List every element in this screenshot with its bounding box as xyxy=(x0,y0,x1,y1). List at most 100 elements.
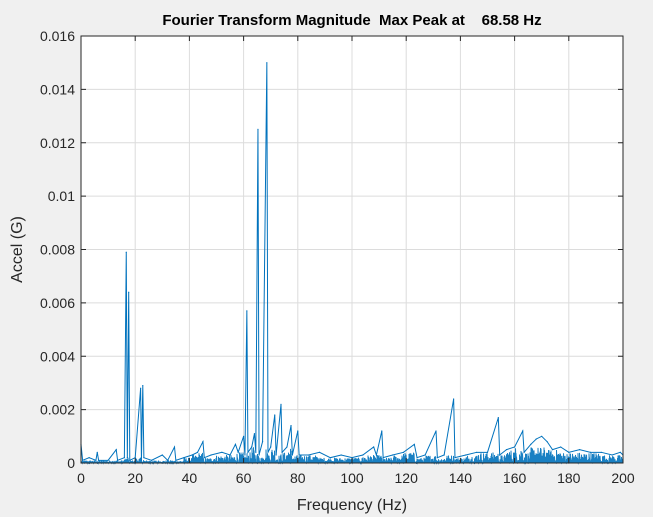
data-point xyxy=(258,454,260,456)
data-point xyxy=(497,417,499,419)
x-tick-label: 160 xyxy=(503,470,527,486)
data-point xyxy=(270,446,272,448)
data-point xyxy=(413,443,415,445)
y-axis-label: Accel (G) xyxy=(9,216,26,283)
data-point xyxy=(123,457,125,459)
data-point xyxy=(237,451,239,453)
data-point xyxy=(465,454,467,456)
data-point xyxy=(98,459,100,461)
data-point xyxy=(128,291,130,293)
data-point xyxy=(96,451,98,453)
data-point xyxy=(243,435,245,437)
x-tick-label: 20 xyxy=(127,470,143,486)
data-point xyxy=(443,454,445,456)
data-point xyxy=(247,451,249,453)
data-point xyxy=(435,430,437,432)
data-point xyxy=(424,454,426,456)
data-point xyxy=(530,443,532,445)
data-point xyxy=(541,435,543,437)
data-point xyxy=(129,459,131,461)
data-point xyxy=(486,451,489,453)
data-point xyxy=(126,457,128,459)
x-tick-label: 200 xyxy=(611,470,635,486)
data-point xyxy=(286,446,288,448)
data-point xyxy=(373,446,375,448)
data-point xyxy=(203,457,205,459)
data-points xyxy=(80,62,624,461)
data-point xyxy=(257,128,259,131)
data-point xyxy=(210,454,212,456)
data-point xyxy=(280,403,282,405)
data-point xyxy=(175,459,177,461)
y-tick-label: 0.014 xyxy=(40,81,75,97)
y-tick-label: 0.01 xyxy=(48,188,75,204)
data-point xyxy=(281,451,283,453)
data-point xyxy=(267,451,269,453)
data-point xyxy=(140,387,142,389)
data-point xyxy=(290,425,292,427)
x-tick-label: 180 xyxy=(557,470,581,486)
data-point xyxy=(88,457,90,459)
data-point xyxy=(318,451,321,453)
data-point xyxy=(308,454,310,456)
data-point xyxy=(579,449,581,451)
data-point xyxy=(142,385,144,387)
data-point xyxy=(453,398,455,400)
data-point xyxy=(251,446,253,448)
data-point xyxy=(161,454,163,456)
data-point xyxy=(221,451,223,453)
data-point xyxy=(523,451,525,453)
data-point xyxy=(246,310,248,312)
data-point xyxy=(546,441,548,443)
data-point xyxy=(234,443,237,445)
data-point xyxy=(476,451,478,453)
y-tick-label: 0 xyxy=(67,455,75,471)
data-point xyxy=(253,433,256,435)
y-tick-label: 0.006 xyxy=(40,295,75,311)
x-tick-label: 120 xyxy=(395,470,419,486)
data-point xyxy=(589,451,592,453)
x-tick-label: 140 xyxy=(449,470,473,486)
y-tick-label: 0.012 xyxy=(40,135,75,151)
data-point xyxy=(392,454,394,456)
data-point xyxy=(140,459,143,461)
data-point xyxy=(522,430,524,432)
data-point xyxy=(362,454,364,456)
data-point xyxy=(95,459,97,461)
data-point xyxy=(297,430,299,432)
x-tick-label: 80 xyxy=(290,470,306,486)
data-point xyxy=(183,457,185,459)
data-point xyxy=(143,457,145,459)
x-tick-label: 60 xyxy=(236,470,252,486)
data-point xyxy=(436,457,438,459)
data-point xyxy=(261,441,264,443)
x-axis-label: Frequency (Hz) xyxy=(297,497,407,514)
data-point xyxy=(275,454,277,456)
data-point xyxy=(560,446,562,448)
chart-title: Fourier Transform Magnitude Max Peak at … xyxy=(162,12,541,29)
data-point xyxy=(619,451,621,453)
data-point xyxy=(381,430,383,432)
x-axis-ticks: 0 20 40 60 80 100 120 140 160 180 200 xyxy=(77,36,635,486)
data-point xyxy=(150,459,153,461)
data-point xyxy=(134,457,136,459)
data-point xyxy=(266,62,268,64)
data-point xyxy=(382,457,384,459)
data-point xyxy=(416,457,418,459)
data-point xyxy=(499,454,501,456)
y-tick-label: 0.008 xyxy=(40,242,75,258)
data-point xyxy=(173,446,176,448)
data-point xyxy=(505,449,508,451)
x-tick-label: 40 xyxy=(182,470,198,486)
y-axis-ticks: 0 0.002 0.004 0.006 0.008 0.01 0.012 0.014 0.016 xyxy=(40,28,623,471)
data-point xyxy=(229,454,231,456)
data-point xyxy=(202,441,204,443)
data-point xyxy=(551,449,554,451)
data-point xyxy=(454,457,456,459)
data-point xyxy=(107,459,109,461)
y-tick-label: 0.016 xyxy=(40,28,75,44)
data-point xyxy=(291,454,293,456)
data-point xyxy=(82,459,84,461)
